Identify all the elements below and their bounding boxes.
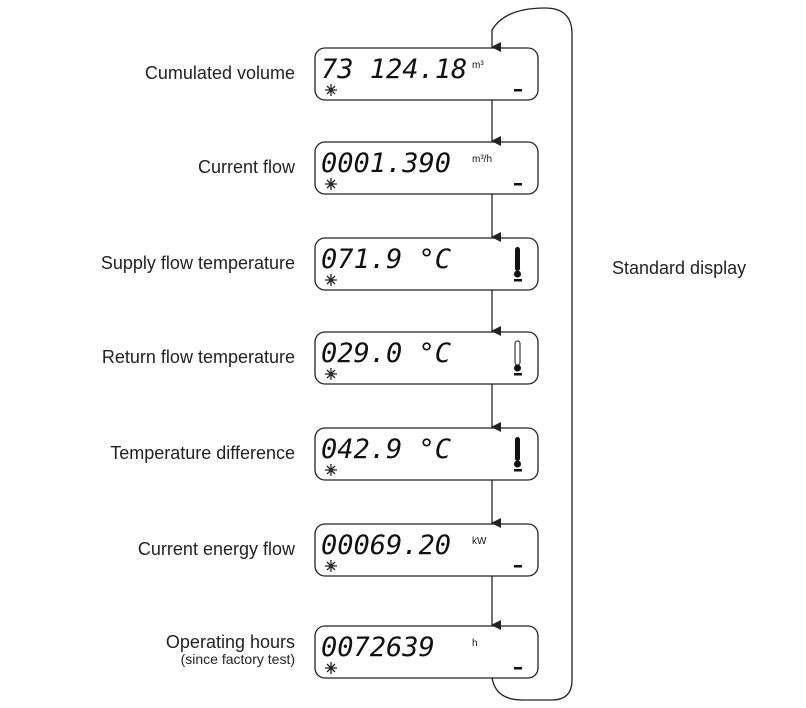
thermometer-filled (514, 247, 521, 278)
display-value: 0072639 (321, 632, 435, 663)
row-sublabel: (since factory test) (181, 651, 295, 667)
star-icon (325, 560, 337, 572)
row-label: Cumulated volume (145, 63, 295, 83)
display-unit: kW (472, 536, 487, 547)
display-value: 0001.390 (321, 148, 451, 179)
lcd-display (314, 237, 539, 291)
display-unit: h (472, 638, 478, 649)
star-icon (325, 178, 337, 190)
star-icon (325, 368, 337, 380)
dash-indicator (514, 667, 522, 670)
row-label: Current flow (198, 157, 296, 177)
star-icon (325, 464, 337, 476)
display-value: 071.9 °C (321, 244, 451, 275)
dash-indicator (514, 373, 522, 376)
lcd-display (314, 625, 539, 679)
row-label: Operating hours (166, 632, 295, 652)
lcd-display (314, 47, 539, 101)
row-label: Return flow temperature (102, 347, 295, 367)
lcd-display (314, 331, 539, 385)
dash-indicator (514, 183, 522, 186)
display-value: 73 124.18 (321, 54, 467, 85)
display-unit: m³ (472, 60, 484, 71)
side-label: Standard display (612, 258, 746, 278)
dash-indicator (514, 89, 522, 92)
star-icon (325, 662, 337, 674)
loop-arrow (491, 7, 573, 701)
display-value: 029.0 °C (321, 338, 451, 369)
thermometer-filled (514, 437, 521, 468)
dash-indicator (514, 469, 522, 472)
display-unit: m³/h (472, 154, 492, 165)
dash-indicator (514, 279, 522, 282)
row-label: Temperature difference (110, 443, 295, 463)
lcd-display (314, 523, 539, 577)
star-icon (325, 84, 337, 96)
dash-indicator (514, 565, 522, 568)
lcd-display (314, 427, 539, 481)
star-icon (325, 274, 337, 286)
row-label: Current energy flow (138, 539, 296, 559)
display-value: 00069.20 (321, 530, 451, 561)
thermometer-outline (514, 340, 521, 372)
display-value: 042.9 °C (321, 434, 451, 465)
lcd-display (314, 141, 539, 195)
row-label: Supply flow temperature (101, 253, 295, 273)
